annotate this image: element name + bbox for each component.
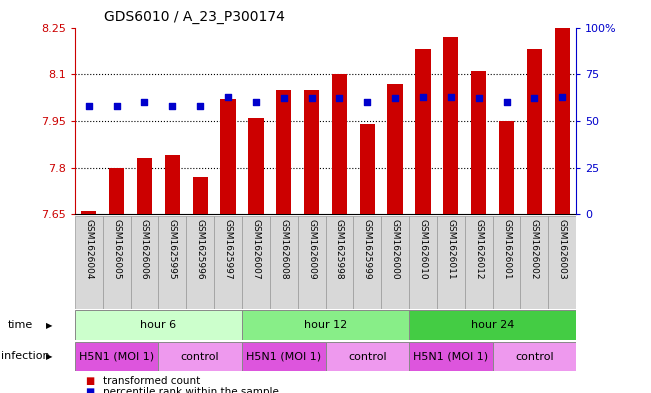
Bar — [81, 211, 96, 214]
Point — [195, 103, 206, 109]
Bar — [326, 342, 409, 371]
Bar — [409, 216, 437, 309]
Bar — [158, 342, 242, 371]
Point — [223, 94, 233, 100]
Text: GSM1626005: GSM1626005 — [112, 219, 121, 279]
Bar — [499, 121, 514, 214]
Bar — [415, 49, 430, 214]
Bar — [555, 28, 570, 214]
Text: GSM1626009: GSM1626009 — [307, 219, 316, 279]
Bar — [137, 158, 152, 214]
Text: GSM1626006: GSM1626006 — [140, 219, 149, 279]
Text: GSM1626004: GSM1626004 — [84, 219, 93, 279]
Point — [167, 103, 178, 109]
Bar — [326, 216, 353, 309]
Bar — [548, 216, 576, 309]
Point — [362, 99, 372, 105]
Bar — [242, 310, 409, 340]
Text: GSM1625995: GSM1625995 — [168, 219, 177, 279]
Text: H5N1 (MOI 1): H5N1 (MOI 1) — [79, 352, 154, 362]
Bar — [493, 342, 576, 371]
Point — [307, 95, 317, 101]
Point — [501, 99, 512, 105]
Bar — [75, 342, 158, 371]
Bar — [276, 90, 292, 214]
Text: hour 12: hour 12 — [304, 320, 347, 330]
Text: GSM1626012: GSM1626012 — [474, 219, 483, 279]
Bar — [242, 342, 326, 371]
Text: hour 6: hour 6 — [141, 320, 176, 330]
Bar — [75, 216, 103, 309]
Bar — [437, 216, 465, 309]
Bar — [471, 71, 486, 214]
Bar — [304, 90, 319, 214]
Text: control: control — [515, 352, 553, 362]
Bar — [165, 155, 180, 214]
Text: GDS6010 / A_23_P300174: GDS6010 / A_23_P300174 — [104, 10, 285, 24]
Point — [334, 95, 344, 101]
Text: hour 24: hour 24 — [471, 320, 514, 330]
Bar — [332, 74, 347, 214]
Text: transformed count: transformed count — [103, 376, 200, 386]
Bar — [158, 216, 186, 309]
Text: GSM1625996: GSM1625996 — [196, 219, 204, 279]
Text: GSM1625997: GSM1625997 — [223, 219, 232, 279]
Bar — [493, 216, 520, 309]
Point — [83, 103, 94, 109]
Bar — [214, 216, 242, 309]
Text: ▶: ▶ — [46, 352, 52, 361]
Bar — [353, 216, 381, 309]
Bar — [520, 216, 548, 309]
Bar — [75, 310, 242, 340]
Point — [111, 103, 122, 109]
Bar — [103, 216, 131, 309]
Point — [418, 94, 428, 100]
Bar — [381, 216, 409, 309]
Text: control: control — [181, 352, 219, 362]
Bar — [465, 216, 493, 309]
Bar — [186, 216, 214, 309]
Text: ▶: ▶ — [46, 321, 52, 330]
Bar — [359, 124, 375, 214]
Text: GSM1626002: GSM1626002 — [530, 219, 539, 279]
Text: percentile rank within the sample: percentile rank within the sample — [103, 387, 279, 393]
Text: GSM1625999: GSM1625999 — [363, 219, 372, 279]
Text: GSM1626000: GSM1626000 — [391, 219, 400, 279]
Text: GSM1626001: GSM1626001 — [502, 219, 511, 279]
Text: GSM1626010: GSM1626010 — [419, 219, 428, 279]
Bar — [443, 37, 458, 214]
Bar — [193, 177, 208, 214]
Text: GSM1626011: GSM1626011 — [447, 219, 455, 279]
Point — [557, 94, 568, 100]
Text: GSM1626007: GSM1626007 — [251, 219, 260, 279]
Bar — [248, 118, 264, 214]
Bar — [409, 342, 493, 371]
Bar — [131, 216, 158, 309]
Text: H5N1 (MOI 1): H5N1 (MOI 1) — [246, 352, 322, 362]
Text: time: time — [8, 320, 33, 331]
Text: GSM1626008: GSM1626008 — [279, 219, 288, 279]
Point — [139, 99, 150, 105]
Point — [251, 99, 261, 105]
Bar — [242, 216, 270, 309]
Bar — [270, 216, 298, 309]
Text: ■: ■ — [85, 387, 94, 393]
Point — [279, 95, 289, 101]
Text: infection: infection — [1, 351, 50, 362]
Bar — [409, 310, 576, 340]
Text: H5N1 (MOI 1): H5N1 (MOI 1) — [413, 352, 488, 362]
Point — [390, 95, 400, 101]
Text: ■: ■ — [85, 376, 94, 386]
Bar — [298, 216, 326, 309]
Text: GSM1626003: GSM1626003 — [558, 219, 567, 279]
Point — [529, 95, 540, 101]
Point — [445, 94, 456, 100]
Bar — [221, 99, 236, 214]
Bar — [527, 49, 542, 214]
Bar — [109, 167, 124, 214]
Bar — [387, 83, 403, 214]
Point — [473, 95, 484, 101]
Text: control: control — [348, 352, 387, 362]
Text: GSM1625998: GSM1625998 — [335, 219, 344, 279]
